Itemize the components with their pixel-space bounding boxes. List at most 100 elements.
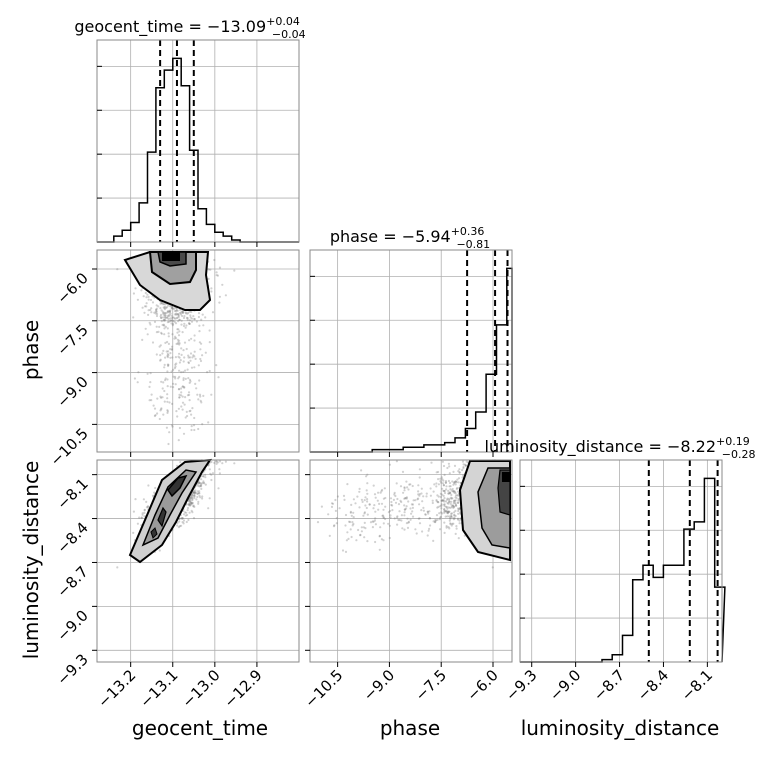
- scatter-point: [440, 481, 443, 484]
- scatter-point: [457, 507, 460, 510]
- scatter-point: [188, 410, 191, 413]
- scatter-point: [174, 317, 177, 320]
- scatter-point: [377, 508, 380, 511]
- scatter-point: [342, 494, 346, 497]
- xlabel-luminosity-distance: luminosity_distance: [521, 716, 720, 740]
- scatter-point: [218, 472, 221, 475]
- scatter-point: [174, 335, 177, 338]
- scatter-point: [168, 401, 171, 404]
- scatter-point: [164, 318, 167, 321]
- scatter-point: [170, 322, 173, 325]
- scatter-point: [170, 370, 173, 373]
- scatter-point: [199, 357, 202, 361]
- scatter-point: [456, 486, 459, 490]
- scatter-point: [177, 341, 180, 344]
- scatter-point: [366, 500, 369, 503]
- scatter-point: [149, 308, 152, 312]
- scatter-point: [424, 513, 427, 516]
- scatter-point: [175, 317, 178, 320]
- scatter-point: [180, 347, 183, 350]
- scatter-point: [404, 497, 407, 500]
- scatter-point: [366, 473, 369, 476]
- scatter-point: [211, 311, 215, 314]
- scatter-point: [152, 404, 155, 407]
- scatter-point: [374, 517, 377, 520]
- contour-peak: [502, 472, 510, 482]
- scatter-point: [177, 439, 180, 442]
- scatter-point: [166, 321, 169, 324]
- scatter-point: [335, 522, 338, 525]
- scatter-point: [443, 508, 446, 511]
- scatter-point: [428, 527, 431, 531]
- scatter-point: [454, 532, 457, 536]
- scatter-point: [163, 363, 166, 366]
- scatter-point: [190, 320, 194, 323]
- scatter-point: [163, 333, 166, 336]
- scatter-point: [453, 517, 456, 520]
- scatter-point: [363, 499, 366, 502]
- scatter-point: [196, 495, 199, 499]
- scatter-point: [201, 495, 204, 498]
- scatter-point: [374, 540, 377, 544]
- scatter-point: [198, 324, 201, 327]
- scatter-point: [399, 499, 402, 502]
- scatter-point: [328, 534, 331, 538]
- scatter-point: [178, 375, 181, 378]
- scatter-point: [366, 498, 369, 501]
- scatter-point: [445, 485, 448, 488]
- scatter-point: [193, 334, 196, 337]
- scatter-point: [190, 502, 194, 505]
- scatter-point: [433, 483, 436, 486]
- scatter-point: [376, 499, 379, 502]
- scatter-point: [439, 480, 442, 483]
- scatter-point: [167, 335, 170, 338]
- scatter-point: [169, 312, 172, 315]
- tick-label-x: −9.3: [502, 666, 540, 704]
- scatter-point: [448, 491, 451, 494]
- scatter-point: [186, 368, 189, 371]
- scatter-point: [192, 505, 195, 508]
- scatter-point: [142, 498, 145, 501]
- scatter-point: [176, 331, 179, 334]
- scatter-point: [441, 499, 444, 502]
- scatter-point: [133, 377, 136, 380]
- scatter-point: [174, 377, 177, 380]
- scatter-point: [334, 498, 337, 502]
- scatter-point: [358, 487, 361, 490]
- scatter-point: [359, 533, 362, 537]
- scatter-point: [404, 497, 407, 500]
- scatter-point: [427, 512, 430, 515]
- scatter-point: [371, 520, 374, 523]
- scatter-point: [171, 316, 174, 319]
- scatter-point: [216, 274, 219, 277]
- scatter-point: [368, 503, 371, 506]
- scatter-point: [443, 489, 446, 493]
- scatter-point: [437, 495, 440, 498]
- scatter-point: [177, 314, 180, 317]
- scatter-point: [444, 480, 448, 483]
- scatter-point: [177, 388, 180, 391]
- scatter-point: [147, 298, 150, 301]
- scatter-point: [204, 473, 207, 476]
- scatter-point: [165, 306, 169, 309]
- scatter-point: [178, 426, 181, 430]
- scatter-point: [177, 355, 180, 358]
- scatter-point: [149, 381, 152, 384]
- scatter-point: [421, 500, 424, 503]
- scatter-point: [202, 481, 205, 484]
- scatter-point: [450, 506, 453, 509]
- scatter-point: [161, 396, 164, 399]
- scatter-point: [185, 520, 188, 524]
- scatter-point: [200, 483, 203, 486]
- quantile-lines: [159, 40, 719, 662]
- scatter-point: [373, 504, 376, 507]
- scatter-point: [447, 479, 450, 483]
- scatter-point: [179, 461, 182, 464]
- scatter-point: [436, 506, 439, 509]
- scatter-point: [163, 400, 166, 403]
- scatter-point: [454, 483, 457, 486]
- scatter-point: [418, 517, 421, 520]
- scatter-point: [405, 505, 408, 508]
- scatter-point: [439, 495, 442, 499]
- scatter-point: [397, 518, 400, 522]
